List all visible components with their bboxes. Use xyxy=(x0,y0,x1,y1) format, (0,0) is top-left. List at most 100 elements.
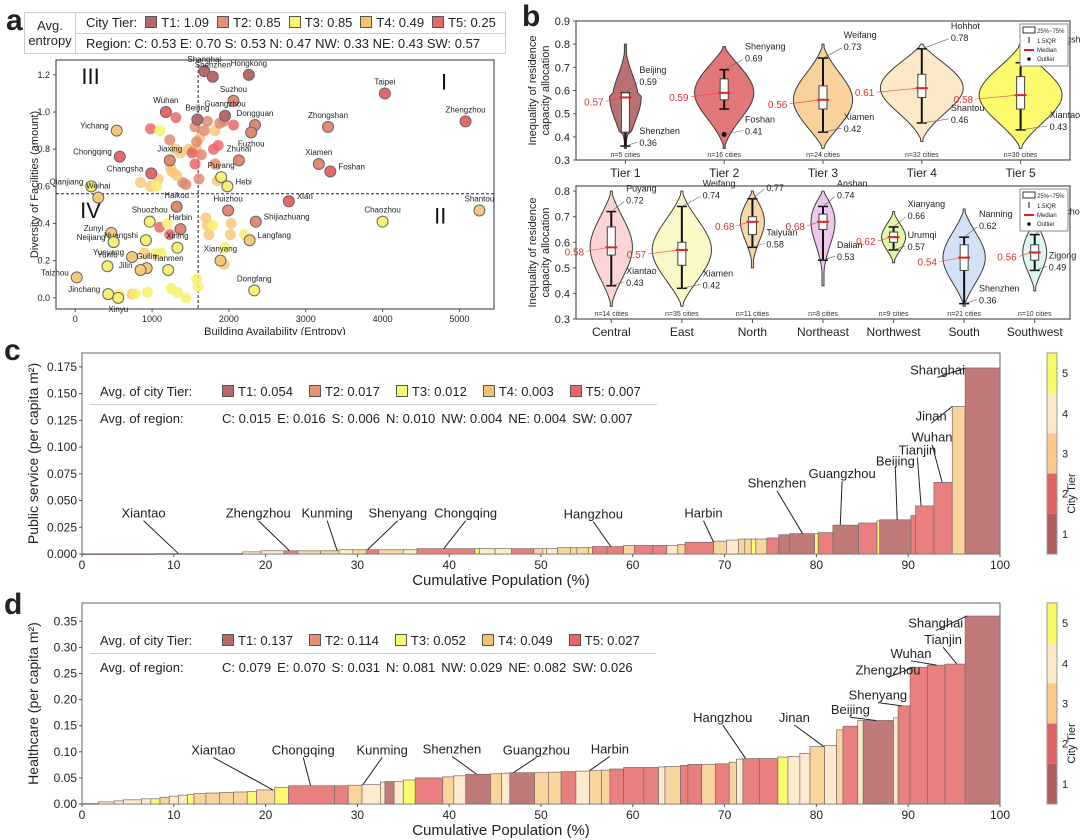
legend-region-item: N: 0.081 xyxy=(386,659,436,675)
legend-swatch-t2 xyxy=(308,633,321,646)
scatter-point-labeled xyxy=(232,154,245,167)
scatter-point-labeled xyxy=(113,150,126,163)
bar xyxy=(384,781,395,805)
colorbar-tick-label: 4 xyxy=(1062,658,1068,670)
bar xyxy=(402,549,418,555)
top-leader xyxy=(681,196,701,207)
colorbar-segment xyxy=(1047,473,1057,514)
x-tick-label: 80 xyxy=(810,808,824,822)
median-leader xyxy=(605,97,623,102)
iqr-box xyxy=(818,85,828,110)
scatter-point xyxy=(141,286,153,298)
scatter-point xyxy=(209,158,221,170)
legend-swatch-t5 xyxy=(568,633,581,646)
scatter-point xyxy=(192,281,204,293)
scatter-point-labeled xyxy=(221,180,234,193)
bar xyxy=(474,548,480,555)
bar xyxy=(701,763,716,805)
x-axis-label: Building Availability (Entropy) xyxy=(204,326,346,335)
bottom-leader xyxy=(822,255,836,261)
n-cities-label: n=8 cities xyxy=(808,311,838,318)
scatter-point-labeled xyxy=(92,191,105,204)
legend-outlier-icon xyxy=(1027,57,1031,61)
bottom-city-value: 0.42 xyxy=(844,124,862,134)
point-label: Fuzhou xyxy=(238,139,265,148)
x-tick-label: 80 xyxy=(810,558,824,572)
bottom-city-label: Shenzhen xyxy=(979,284,1020,294)
n-cities-label: n=5 cities xyxy=(611,152,641,159)
scatter-point xyxy=(170,112,182,124)
point-label: Foshan xyxy=(338,162,365,171)
point-label: Yueyang xyxy=(93,248,124,257)
iqr-box xyxy=(719,78,729,101)
y-tick-label: 0.025 xyxy=(47,520,77,534)
top-city-label: Nanning xyxy=(979,209,1013,219)
x-tick-label: 0 xyxy=(79,808,86,822)
bottom-leader xyxy=(1034,266,1047,271)
annotation-label: Harbin xyxy=(684,506,722,521)
scatter-point xyxy=(186,147,198,159)
n-cities-label: n=30 cities xyxy=(1004,152,1038,159)
scatter-point-labeled xyxy=(322,120,335,133)
annotation-label: Shenzhen xyxy=(423,741,482,756)
bar xyxy=(81,803,99,805)
scatter-point-labeled xyxy=(324,165,337,178)
bar xyxy=(623,545,635,555)
point-label: Dongguan xyxy=(237,109,274,118)
scatter-point-labeled xyxy=(170,200,183,213)
scatter-point-labeled xyxy=(174,223,187,236)
legend-item-t4: T4: 0.049 xyxy=(481,633,553,648)
x-tick-label: 60 xyxy=(626,558,640,572)
colorbar-tick-label: 3 xyxy=(1062,449,1068,461)
top-city-label: Weifang xyxy=(844,30,877,40)
panel-b-violin-tier: 0.3 0.4 0.5 0.6 0.7 0.8 0.9 Inequality of resid… xyxy=(527,16,1080,180)
point-label: Wuhan xyxy=(153,96,178,105)
bottom-leader xyxy=(1020,125,1048,131)
legend-region-item: SW: 0.026 xyxy=(572,659,633,675)
x-tick-label: Tier 1 xyxy=(610,166,641,180)
x-tick-label: 20 xyxy=(259,808,273,822)
bar xyxy=(759,758,779,805)
legend-item-t1: T1: 0.054 xyxy=(222,384,293,399)
bar xyxy=(560,771,577,805)
top-city-value: 0.69 xyxy=(745,54,763,64)
bar xyxy=(193,793,207,805)
bar xyxy=(402,779,416,805)
colorbar-segment xyxy=(1047,603,1057,644)
scatter-point xyxy=(171,286,183,298)
point-label: Xianyang xyxy=(204,245,237,254)
top-city-label: Hohhot xyxy=(766,180,796,181)
annotation-leader xyxy=(451,755,478,775)
point-label: Taipei xyxy=(374,77,395,86)
bottom-leader xyxy=(625,141,638,147)
top-city-value: 0.78 xyxy=(951,33,969,43)
scatter-point-labeled xyxy=(139,234,152,247)
bar xyxy=(592,546,608,555)
bar xyxy=(927,664,946,805)
bar xyxy=(378,549,404,555)
point-label: Taizhou xyxy=(41,268,69,277)
annotation-label: Hangzhou xyxy=(693,710,752,725)
point-label: Jiaxing xyxy=(157,144,182,153)
annotation-label: Beijing xyxy=(831,702,870,717)
legend-item-t3: T3: 0.85 xyxy=(304,15,353,31)
annotation-leader xyxy=(302,757,312,786)
point-label: Yunfu xyxy=(97,250,117,259)
y-tick-label: 0.000 xyxy=(47,547,77,561)
bottom-city-label: Xiantao xyxy=(1050,110,1080,120)
median-value-label: 0.56 xyxy=(768,100,788,111)
bottom-city-label: Shenzhen xyxy=(639,126,680,136)
panel-a-legend: Avg. entropy City Tier: T1: 1.09 T2: 0.85… xyxy=(24,12,506,54)
y-tick-label: 0.100 xyxy=(47,440,77,454)
panel-d-legend: Avg. of city Tier: T1: 0.137 T2: 0.114 T3: … xyxy=(90,627,656,680)
annotation-label: Hangzhou xyxy=(564,507,623,522)
bar xyxy=(442,776,455,805)
y-tick-label: 0.175 xyxy=(47,360,77,374)
scatter-point xyxy=(225,218,237,230)
bottom-city-value: 0.57 xyxy=(908,242,926,252)
annotation-label: Tianjin xyxy=(924,632,962,647)
legend-swatch-t1 xyxy=(222,384,234,397)
bar xyxy=(205,792,221,805)
y-tick-label: 0.8 xyxy=(555,39,570,51)
annotation-leader xyxy=(703,520,715,543)
